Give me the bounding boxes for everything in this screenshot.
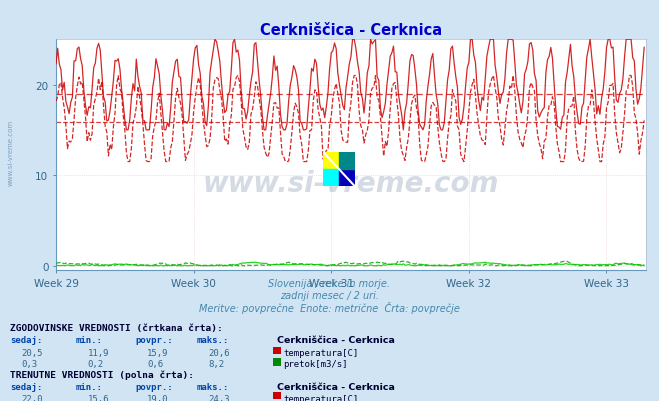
Text: 20,6: 20,6 [208,348,230,356]
Text: povpr.:: povpr.: [135,336,173,344]
Text: 15,9: 15,9 [147,348,169,356]
Text: 22,0: 22,0 [22,394,43,401]
Text: 0,3: 0,3 [22,359,38,368]
Text: Cerkniščica - Cerknica: Cerkniščica - Cerknica [277,336,395,344]
Bar [339,152,355,169]
Text: sedaj:: sedaj: [10,336,42,344]
Text: Meritve: povprečne  Enote: metrične  Črta: povprečje: Meritve: povprečne Enote: metrične Črta:… [199,301,460,313]
Text: min.:: min.: [76,336,103,344]
Bar [323,152,339,169]
Text: TRENUTNE VREDNOSTI (polna črta):: TRENUTNE VREDNOSTI (polna črta): [10,370,194,379]
Text: www.si-vreme.com: www.si-vreme.com [8,119,14,185]
Text: 8,2: 8,2 [208,359,224,368]
Text: Cerkniščica - Cerknica: Cerkniščica - Cerknica [277,382,395,391]
Text: zadnji mesec / 2 uri.: zadnji mesec / 2 uri. [280,290,379,300]
Title: Cerkniščica - Cerknica: Cerkniščica - Cerknica [260,22,442,38]
Text: www.si-vreme.com: www.si-vreme.com [203,169,499,197]
Text: temperatura[C]: temperatura[C] [283,394,358,401]
Text: sedaj:: sedaj: [10,382,42,391]
Text: Slovenija / reke in morje.: Slovenija / reke in morje. [268,279,391,289]
Text: maks.:: maks.: [196,336,229,344]
Text: temperatura[C]: temperatura[C] [283,348,358,356]
Text: pretok[m3/s]: pretok[m3/s] [283,359,348,368]
Text: maks.:: maks.: [196,382,229,391]
Text: 24,3: 24,3 [208,394,230,401]
Text: min.:: min.: [76,382,103,391]
Text: 0,6: 0,6 [147,359,163,368]
Text: 0,2: 0,2 [88,359,103,368]
Bar [339,169,355,186]
Text: 15,6: 15,6 [88,394,109,401]
Text: povpr.:: povpr.: [135,382,173,391]
Text: 11,9: 11,9 [88,348,109,356]
Text: ZGODOVINSKE VREDNOSTI (črtkana črta):: ZGODOVINSKE VREDNOSTI (črtkana črta): [10,323,223,332]
Text: 19,0: 19,0 [147,394,169,401]
Bar [323,169,339,186]
Text: 20,5: 20,5 [22,348,43,356]
